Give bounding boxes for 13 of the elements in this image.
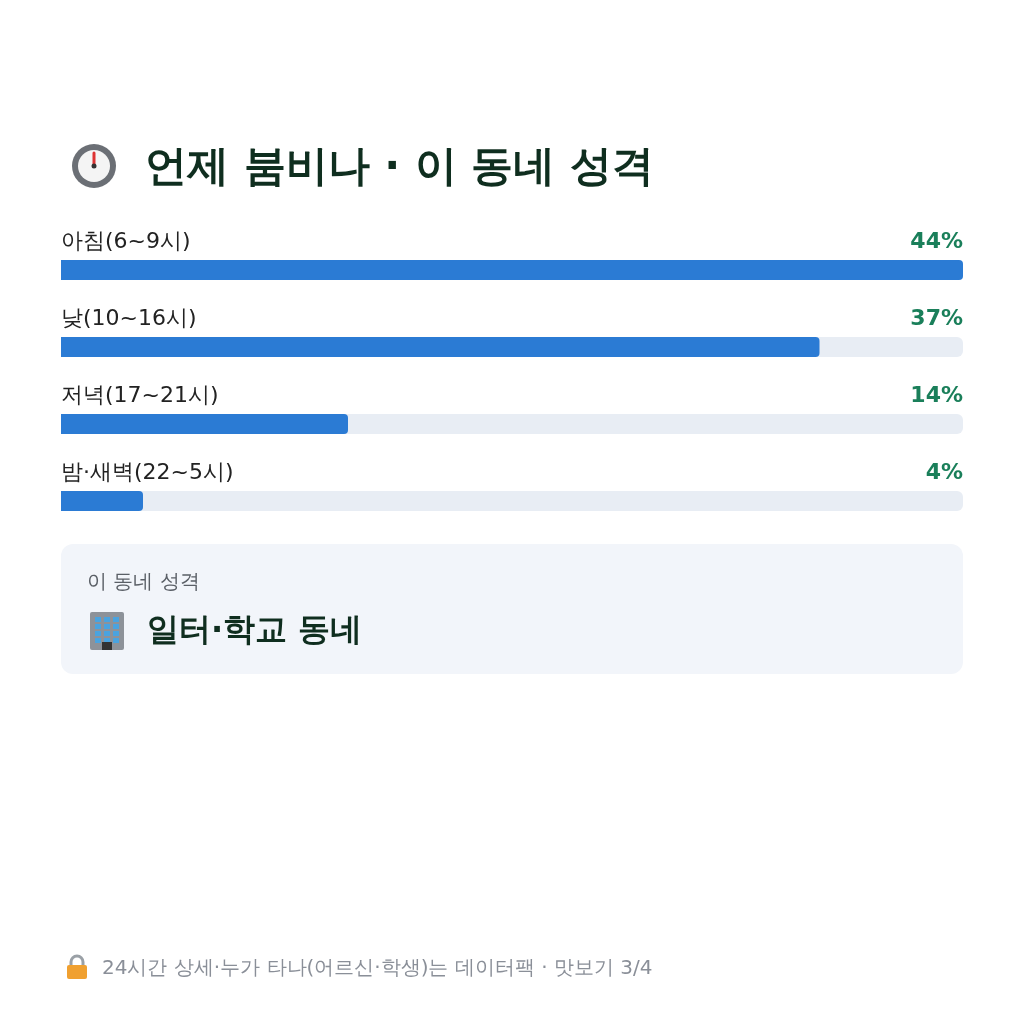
text: 일터·학교 동네 [147,609,363,650]
text: 이 동네 성격 [87,568,200,595]
y-tick-label: 저녁(17~21시) [61,382,219,407]
data-label: 14% [910,382,963,407]
data-label: 4% [925,459,963,484]
y-tick-label: 낮(10~16시) [61,305,197,330]
text: 24시간 상세·누가 타나(어르신·학생)는 데이터팩 · 맛보기 3/4 [102,954,653,981]
data-label: 44% [910,228,963,253]
bar [61,491,143,511]
chart-title: 언제 붐비나 · 이 동네 성격 [145,140,655,192]
y-tick-label: 밤·새벽(22~5시) [61,459,234,484]
y-tick-label: 아침(6~9시) [61,228,191,253]
data-label: 37% [910,305,963,330]
